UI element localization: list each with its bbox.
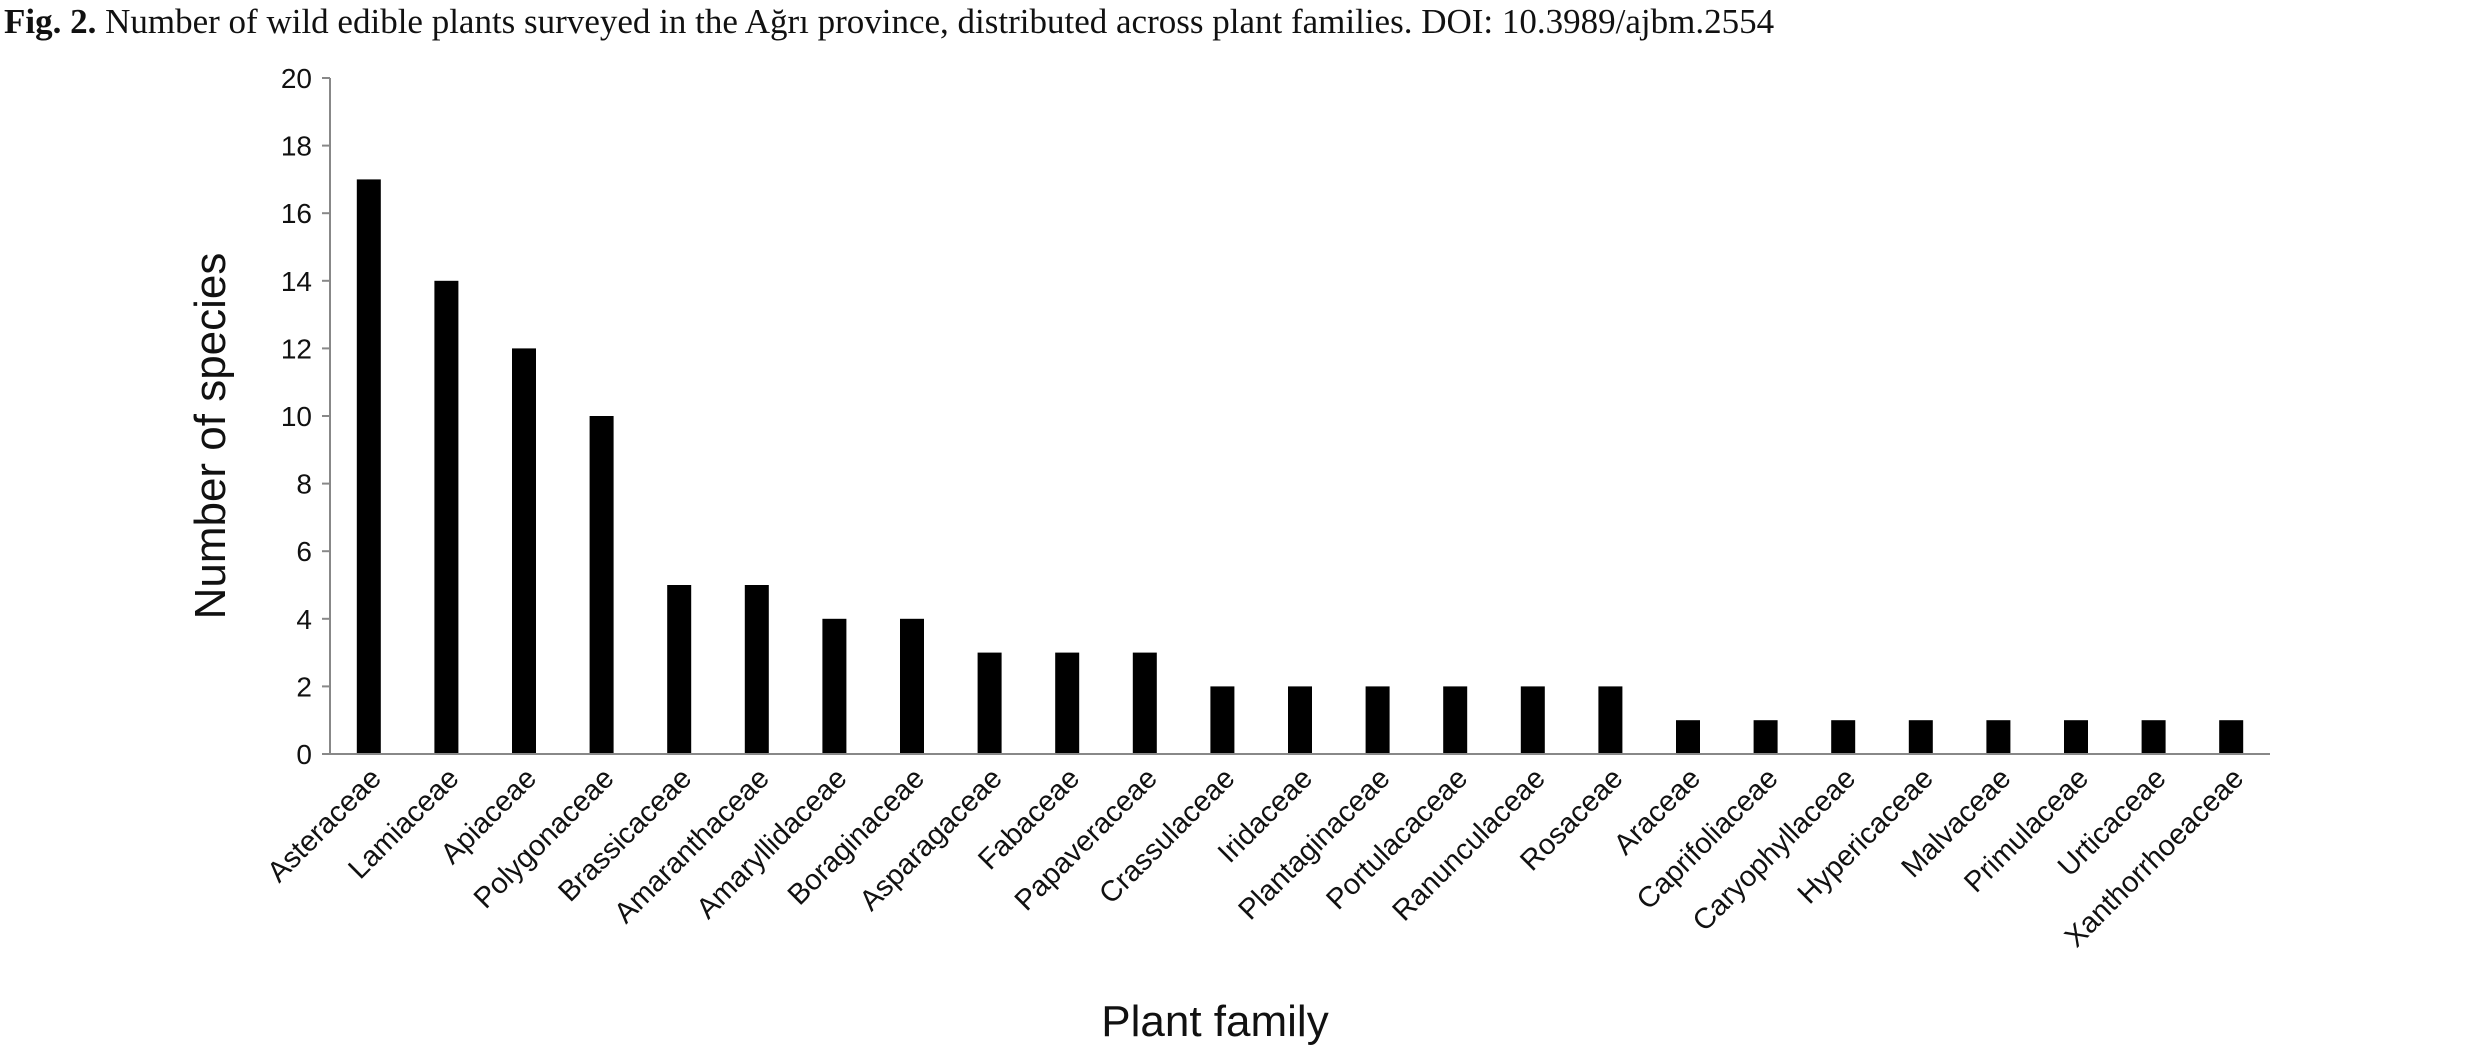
- y-tick-label: 10: [281, 401, 312, 432]
- bar-xanthorrhoeaceae: [2219, 720, 2244, 754]
- x-axis-title: Plant family: [1101, 997, 1328, 1046]
- bar-primulaceae: [2064, 720, 2088, 754]
- figure-label: Fig. 2.: [4, 2, 97, 41]
- x-axis-tick-labels: AsteraceaeLamiaceaeApiaceaePolygonaceaeB…: [261, 762, 2250, 953]
- bar-rosaceae: [1598, 686, 1623, 754]
- y-tick-label: 18: [281, 131, 312, 162]
- bar-boraginaceae: [900, 618, 924, 754]
- bar-urticaceae: [2141, 720, 2166, 754]
- y-tick-label: 0: [296, 739, 312, 770]
- bar-caryophyllaceae: [1831, 720, 1856, 754]
- x-tick-label: Polygonaceae: [468, 762, 621, 915]
- bar-iridaceae: [1288, 686, 1312, 754]
- bar-papaveraceae: [1132, 652, 1157, 754]
- x-tick-label: Hypericaceae: [1792, 762, 1940, 910]
- y-tick-label: 4: [296, 604, 312, 635]
- y-tick-label: 12: [281, 333, 312, 364]
- bar-malvaceae: [1986, 720, 2011, 754]
- y-tick-label: 2: [296, 671, 312, 702]
- bar-caprifoliaceae: [1753, 720, 1778, 754]
- bar-ranunculaceae: [1520, 686, 1545, 754]
- bar-araceae: [1676, 720, 1700, 754]
- y-tick-label: 14: [281, 266, 312, 297]
- y-axis-ticks: 0 2 4 6 8 10 12 14 16 18 20: [281, 63, 330, 770]
- x-tick-label: Brassicaceae: [552, 762, 698, 908]
- bar-lamiaceae: [434, 280, 459, 754]
- bar-crassulaceae: [1210, 686, 1235, 754]
- bar-asparagaceae: [977, 652, 1002, 754]
- y-axis-title: Number of species: [186, 253, 235, 620]
- bar-amaranthaceae: [744, 585, 769, 754]
- figure-caption-text: Number of wild edible plants surveyed in…: [96, 2, 1775, 41]
- x-tick-label: Boraginaceae: [782, 762, 931, 911]
- bar-brassicaceae: [667, 585, 692, 754]
- y-tick-label: 16: [281, 198, 312, 229]
- y-tick-label: 20: [281, 63, 312, 94]
- bar-hypericaceae: [1908, 720, 1933, 754]
- x-tick-label: Crassulaceae: [1093, 762, 1241, 910]
- bar-amaryllidaceae: [822, 618, 847, 754]
- bar-fabaceae: [1055, 652, 1080, 754]
- bar-apiaceae: [512, 348, 536, 754]
- y-tick-label: 6: [296, 536, 312, 567]
- bar-asteraceae: [356, 179, 381, 754]
- bar-portulacaceae: [1443, 686, 1468, 754]
- figure-caption: Fig. 2. Number of wild edible plants sur…: [4, 2, 1774, 42]
- bar-polygonaceae: [589, 416, 614, 754]
- y-tick-label: 8: [296, 469, 312, 500]
- bar-plantaginaceae: [1365, 686, 1390, 754]
- bars: [356, 179, 2244, 754]
